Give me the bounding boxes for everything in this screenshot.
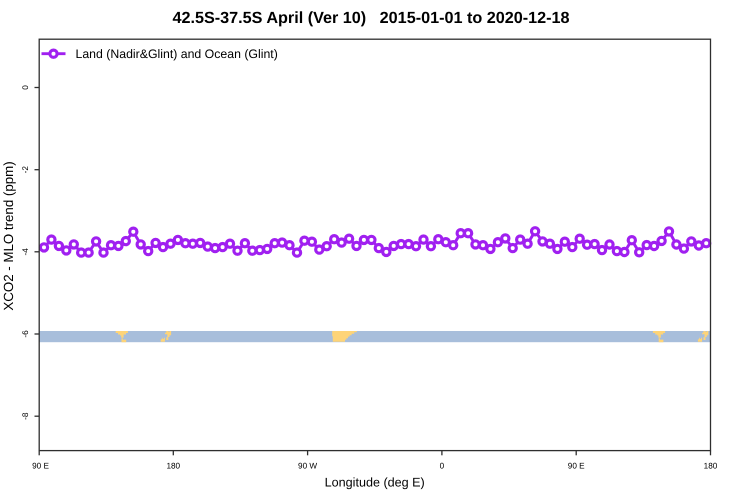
svg-text:-4: -4 bbox=[21, 248, 30, 256]
svg-text:90 E: 90 E bbox=[32, 461, 49, 470]
svg-text:42.5S-37.5S April (Ver 10) 2: 42.5S-37.5S April (Ver 10) 2015-01-01 to… bbox=[172, 9, 569, 27]
svg-text:180: 180 bbox=[704, 461, 718, 470]
svg-text:-8: -8 bbox=[21, 412, 30, 420]
svg-text:Land (Nadir&Glint) and Ocean (: Land (Nadir&Glint) and Ocean (Glint) bbox=[76, 47, 278, 61]
svg-text:-6: -6 bbox=[21, 330, 30, 338]
svg-text:XCO2 - MLO trend (ppm): XCO2 - MLO trend (ppm) bbox=[1, 161, 16, 310]
svg-text:90 W: 90 W bbox=[298, 461, 317, 470]
svg-text:-2: -2 bbox=[21, 166, 30, 174]
svg-text:90 E: 90 E bbox=[568, 461, 585, 470]
svg-text:0: 0 bbox=[440, 461, 445, 470]
svg-text:180: 180 bbox=[166, 461, 180, 470]
svg-text:Longitude (deg E): Longitude (deg E) bbox=[325, 476, 425, 490]
svg-text:0: 0 bbox=[21, 85, 30, 90]
